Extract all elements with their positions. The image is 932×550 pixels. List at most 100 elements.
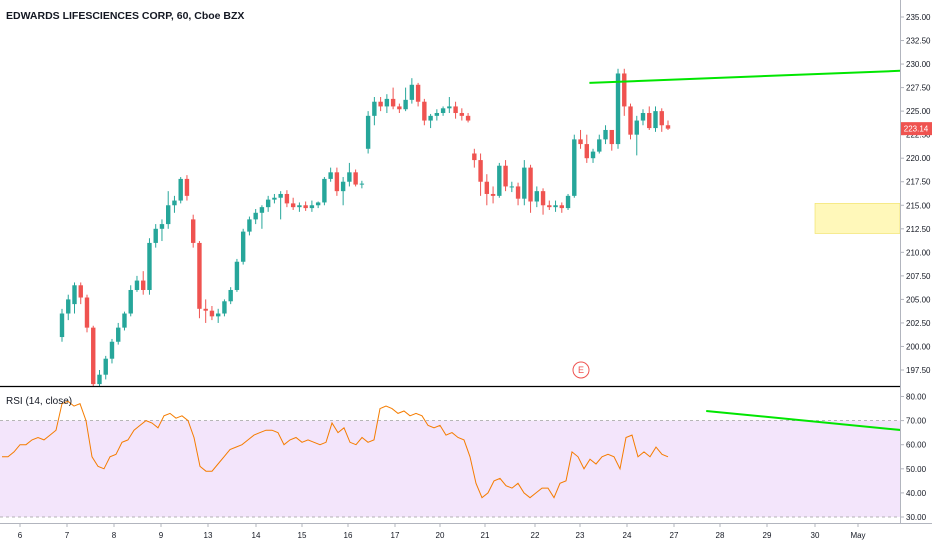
candle[interactable] [384, 94, 390, 114]
candle[interactable] [109, 338, 115, 364]
earnings-marker[interactable]: E [572, 361, 590, 379]
candle[interactable] [634, 115, 639, 156]
candle[interactable] [315, 201, 321, 209]
candle[interactable] [259, 205, 265, 229]
candle[interactable] [284, 190, 290, 208]
candle[interactable] [565, 193, 571, 210]
candle[interactable] [215, 308, 221, 323]
price-trendline[interactable] [589, 64, 932, 84]
candle[interactable] [147, 238, 152, 295]
candle[interactable] [197, 241, 202, 319]
candle[interactable] [659, 108, 664, 132]
candle[interactable] [597, 134, 602, 154]
candle[interactable] [66, 294, 71, 321]
candle[interactable] [553, 200, 558, 212]
candle[interactable] [234, 258, 240, 292]
candle[interactable] [459, 108, 465, 121]
candle[interactable] [584, 134, 589, 163]
candle[interactable] [403, 87, 408, 112]
candle[interactable] [484, 174, 490, 206]
rsi-trendline[interactable] [706, 409, 932, 452]
candle[interactable] [172, 195, 177, 213]
candle[interactable] [97, 370, 102, 389]
candle[interactable] [228, 287, 233, 305]
rsi-line[interactable] [2, 400, 669, 499]
candle[interactable] [665, 120, 671, 130]
candle[interactable] [334, 167, 340, 196]
candle[interactable] [409, 78, 415, 104]
candle[interactable] [340, 177, 346, 206]
candle[interactable] [572, 134, 577, 198]
candle[interactable] [265, 195, 271, 212]
candle[interactable] [547, 200, 552, 210]
candle[interactable] [640, 109, 646, 126]
rsi-pane[interactable] [0, 400, 932, 518]
candle[interactable] [653, 106, 658, 132]
candle[interactable] [447, 97, 452, 114]
candle[interactable] [540, 188, 546, 215]
candle[interactable] [141, 271, 146, 295]
candle[interactable] [128, 285, 133, 317]
price-pane[interactable] [59, 64, 932, 389]
candle[interactable] [184, 175, 190, 201]
candle[interactable] [347, 162, 352, 187]
candle[interactable] [353, 169, 358, 187]
candle[interactable] [247, 216, 252, 236]
candle[interactable] [503, 160, 508, 192]
candle[interactable] [490, 186, 496, 204]
candle[interactable] [603, 125, 608, 145]
candle[interactable] [365, 111, 371, 154]
candle[interactable] [59, 308, 65, 342]
candle[interactable] [415, 82, 421, 107]
candle[interactable] [472, 148, 477, 168]
candle[interactable] [440, 106, 446, 116]
candle[interactable] [434, 109, 440, 121]
candle[interactable] [78, 282, 83, 305]
candle[interactable] [609, 129, 614, 151]
candle[interactable] [534, 186, 540, 208]
rsi-axis[interactable]: 30.00 40.00 50.00 60.00 70.00 80.00 [900, 393, 927, 523]
candle[interactable] [509, 181, 515, 193]
candle[interactable] [103, 355, 108, 380]
candle[interactable] [253, 209, 258, 225]
candle[interactable] [497, 162, 502, 198]
candle[interactable] [122, 311, 127, 331]
candle[interactable] [240, 228, 246, 265]
time-axis[interactable]: 6 7 8 9 13 14 15 16 17 20 21 22 23 24 27 28 29 30 May [18, 523, 866, 540]
candle[interactable] [515, 182, 521, 206]
candle[interactable] [278, 191, 283, 220]
candle[interactable] [203, 299, 208, 323]
candle[interactable] [272, 193, 277, 204]
candle[interactable] [422, 98, 427, 126]
candle[interactable] [647, 106, 652, 130]
candle[interactable] [478, 153, 483, 196]
candle[interactable] [166, 191, 171, 229]
candle[interactable] [178, 177, 183, 204]
candle[interactable] [84, 294, 90, 333]
candle[interactable] [91, 325, 96, 389]
candle[interactable] [303, 201, 308, 211]
candle[interactable] [359, 180, 365, 189]
candle[interactable] [590, 148, 596, 163]
candle[interactable] [622, 68, 627, 116]
price-axis[interactable]: 197.50 200.00 202.50 205.00 207.50 210.00 212.… [900, 13, 931, 375]
candle[interactable] [378, 97, 383, 112]
candle[interactable] [72, 282, 77, 314]
candle[interactable] [297, 202, 302, 212]
candle[interactable] [428, 113, 433, 129]
candle[interactable] [390, 87, 396, 110]
supply-demand-zone[interactable] [814, 203, 900, 234]
candle[interactable] [559, 202, 564, 213]
candle[interactable] [322, 177, 327, 206]
candle[interactable] [309, 200, 315, 212]
candle[interactable] [328, 167, 333, 182]
candle[interactable] [528, 164, 533, 213]
candle[interactable] [134, 275, 140, 292]
candle[interactable] [465, 113, 471, 123]
candle[interactable] [522, 160, 527, 206]
candle[interactable] [578, 129, 583, 149]
candle[interactable] [116, 322, 121, 345]
earnings-circle[interactable] [572, 361, 590, 379]
candle[interactable] [190, 214, 196, 248]
